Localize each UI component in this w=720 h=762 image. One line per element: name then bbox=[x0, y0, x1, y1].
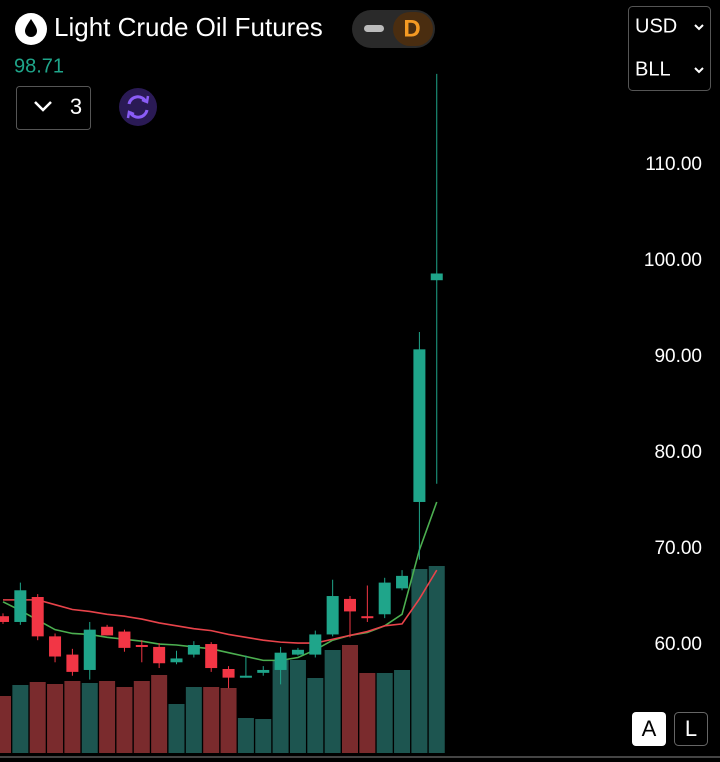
volume-bar bbox=[0, 696, 11, 753]
price: 98.71 bbox=[14, 55, 64, 77]
y-tick-label: 110.00 bbox=[645, 154, 702, 175]
candle-body bbox=[239, 675, 252, 678]
badge: D bbox=[403, 15, 420, 42]
volume-bar bbox=[133, 681, 150, 753]
volume-bar bbox=[289, 660, 306, 753]
candle-body bbox=[170, 658, 183, 663]
y-tick-label: 100.00 bbox=[644, 250, 702, 271]
candle-body bbox=[326, 596, 339, 635]
volume-bar bbox=[272, 660, 289, 753]
auto-button[interactable] bbox=[632, 712, 666, 746]
refresh-button[interactable] bbox=[119, 88, 157, 126]
candle-body bbox=[309, 634, 322, 655]
refresh-arrows bbox=[126, 95, 150, 119]
candle-body bbox=[344, 598, 356, 612]
candle-body bbox=[361, 616, 374, 619]
candle-body bbox=[49, 636, 62, 657]
volume-bar bbox=[342, 645, 358, 753]
interval-select[interactable] bbox=[16, 86, 91, 130]
auto-label: A bbox=[642, 716, 657, 741]
volume-bar bbox=[168, 704, 185, 753]
plot: 60.00 70.00 80.00 90.00 100.00 110.00 bbox=[0, 73, 702, 753]
chevrons bbox=[694, 24, 704, 74]
volume-bar bbox=[359, 673, 376, 753]
moving-average bbox=[3, 569, 438, 644]
candle-body bbox=[413, 349, 426, 502]
chevron bbox=[34, 101, 52, 112]
candle-body bbox=[430, 273, 443, 281]
interval-count: 3 bbox=[70, 94, 82, 119]
candle-body bbox=[118, 631, 131, 648]
y-tick-label: 90.00 bbox=[654, 346, 702, 367]
volume-bar bbox=[81, 683, 98, 753]
y-tick-label: 60.00 bbox=[654, 634, 702, 655]
candle-body bbox=[83, 629, 96, 670]
volume-bar bbox=[185, 687, 202, 753]
candle-body bbox=[66, 654, 79, 672]
volume-bar bbox=[255, 719, 272, 753]
volume-bar bbox=[151, 675, 168, 753]
candle-body bbox=[0, 616, 9, 622]
volume-bar bbox=[307, 678, 324, 753]
volume-bar bbox=[47, 684, 64, 753]
candle-body bbox=[135, 645, 148, 648]
unit[interactable]: BLL bbox=[635, 58, 671, 80]
candle-body bbox=[291, 649, 304, 655]
log-button[interactable] bbox=[674, 712, 708, 746]
volume-bar bbox=[376, 673, 393, 753]
volume-bar bbox=[64, 681, 81, 753]
candle-body bbox=[14, 590, 27, 622]
volume-bar bbox=[428, 566, 445, 753]
volume-bar bbox=[12, 685, 29, 753]
y-tick-label: 80.00 bbox=[654, 442, 702, 463]
volume-bar bbox=[203, 687, 220, 753]
candle-body bbox=[378, 582, 391, 615]
y-tick-label: 70.00 bbox=[654, 538, 702, 559]
volume-bar bbox=[411, 569, 428, 753]
volume-bar bbox=[116, 687, 133, 753]
volume-bar bbox=[99, 681, 116, 753]
candle-body bbox=[153, 646, 166, 664]
badge-bg bbox=[393, 12, 433, 46]
volume-bar bbox=[220, 688, 237, 753]
log-label: L bbox=[685, 716, 697, 741]
candle-body bbox=[205, 644, 218, 669]
volume-bar bbox=[324, 650, 341, 753]
toggle-dash bbox=[364, 25, 384, 32]
unit-panel bbox=[628, 6, 711, 91]
candle-body bbox=[396, 575, 409, 589]
candle-body bbox=[222, 669, 235, 678]
title: Light Crude Oil Futures bbox=[54, 12, 323, 42]
currency[interactable]: USD bbox=[635, 15, 677, 37]
volume-bar bbox=[29, 682, 46, 753]
candle-body bbox=[187, 645, 200, 655]
candle-body bbox=[257, 669, 270, 673]
volume-bar bbox=[237, 718, 254, 753]
candle-body bbox=[31, 597, 44, 637]
candle-body bbox=[101, 626, 114, 636]
candle-body bbox=[274, 652, 287, 670]
volume-bar bbox=[394, 670, 411, 753]
moving-average bbox=[2, 501, 438, 662]
drop-icon bbox=[25, 19, 37, 37]
